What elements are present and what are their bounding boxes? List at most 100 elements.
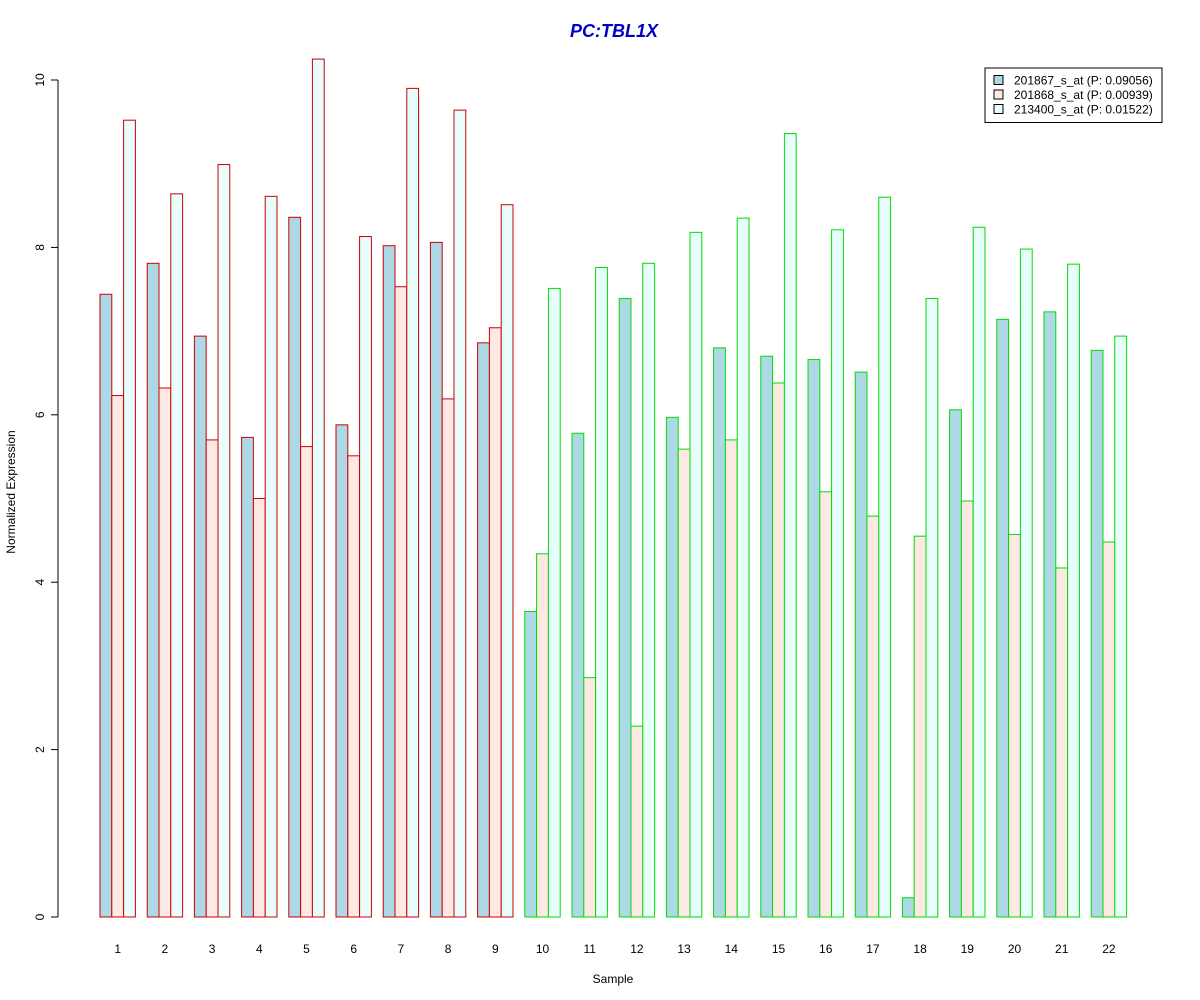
bar-sample-15-series-3 [783, 133, 797, 918]
bar-sample-6-series-2 [347, 455, 361, 918]
bar-sample-6-series-1 [335, 424, 349, 918]
bar-sample-20-series-3 [1019, 248, 1033, 918]
legend-swatch [993, 75, 1004, 85]
bar-sample-22-series-2 [1102, 541, 1116, 918]
bar-sample-8-series-2 [441, 398, 455, 918]
bar-sample-13-series-3 [689, 231, 703, 918]
bar-sample-4-series-1 [241, 436, 254, 918]
x-tick-label: 20 [1008, 942, 1022, 956]
bar-sample-2-series-1 [146, 262, 160, 918]
bar-sample-22-series-1 [1090, 349, 1104, 918]
bar-sample-6-series-3 [359, 236, 372, 918]
bar-sample-12-series-1 [618, 297, 632, 918]
bar-sample-19-series-2 [960, 500, 974, 918]
bar-sample-16-series-2 [819, 491, 833, 918]
bar-sample-7-series-1 [382, 245, 396, 918]
bar-sample-18-series-3 [925, 297, 939, 918]
bar-sample-8-series-3 [453, 109, 467, 918]
legend-swatch [993, 104, 1004, 114]
bar-sample-15-series-1 [760, 355, 774, 918]
x-tick-label: 16 [819, 942, 833, 956]
bar-sample-12-series-2 [630, 725, 644, 918]
bar-sample-11-series-2 [583, 677, 597, 918]
bar-sample-5-series-1 [288, 216, 302, 918]
x-tick-label: 2 [162, 942, 169, 956]
x-tick-label: 3 [209, 942, 216, 956]
y-tick-label: 2 [33, 746, 47, 753]
bar-sample-3-series-3 [217, 164, 231, 918]
bar-sample-1-series-3 [123, 119, 136, 918]
bar-sample-5-series-2 [300, 446, 313, 918]
bar-sample-4-series-2 [252, 498, 266, 918]
x-axis-tick-labels: 1 2 3 4 5 6 7 8 9 10 11 12 13 14 15 16 17 18 19 20 21 22 [114, 942, 1116, 956]
x-tick-label: 14 [725, 942, 739, 956]
legend-entry: 213400_s_at (P: 0.01522) [1014, 103, 1153, 117]
bars [99, 58, 1128, 918]
x-tick-label: 22 [1102, 942, 1116, 956]
bar-sample-5-series-3 [311, 58, 325, 918]
y-axis: 0 2 4 6 8 10 [33, 73, 59, 920]
y-axis-title: Normalized Expression [4, 430, 18, 553]
y-tick-label: 4 [33, 579, 47, 586]
bar-sample-7-series-3 [406, 87, 420, 918]
bar-sample-10-series-3 [547, 287, 561, 918]
bar-sample-16-series-3 [831, 229, 844, 918]
bar-sample-17-series-1 [854, 371, 868, 918]
bar-sample-11-series-3 [595, 266, 608, 918]
bar-sample-14-series-3 [736, 217, 750, 918]
legend: 201867_s_at (P: 0.09056)201868_s_at (P: … [984, 67, 1163, 123]
legend-entry: 201868_s_at (P: 0.00939) [1014, 88, 1153, 102]
chart-title: PC:TBL1X [570, 21, 659, 41]
x-tick-label: 6 [350, 942, 357, 956]
bar-sample-3-series-2 [205, 439, 219, 918]
y-tick-label: 6 [33, 411, 47, 418]
y-tick-label: 10 [33, 73, 47, 87]
bar-sample-8-series-1 [429, 241, 443, 918]
x-tick-label: 8 [445, 942, 452, 956]
bar-sample-18-series-1 [901, 897, 915, 918]
x-tick-label: 21 [1055, 942, 1069, 956]
x-tick-label: 11 [583, 942, 596, 956]
bar-sample-10-series-2 [536, 553, 549, 918]
bar-sample-19-series-1 [949, 409, 962, 918]
bar-sample-17-series-3 [878, 196, 892, 918]
x-tick-label: 5 [303, 942, 310, 956]
bar-sample-14-series-2 [724, 439, 738, 918]
bar-sample-22-series-3 [1114, 335, 1128, 918]
x-tick-label: 12 [630, 942, 644, 956]
bar-sample-9-series-2 [488, 327, 502, 918]
bar-sample-16-series-1 [807, 359, 821, 918]
bar-sample-21-series-2 [1055, 567, 1069, 918]
x-tick-label: 18 [913, 942, 927, 956]
bar-sample-3-series-1 [193, 335, 207, 918]
bar-sample-15-series-2 [772, 382, 785, 918]
bar-sample-2-series-2 [158, 387, 172, 918]
y-tick-label: 0 [33, 913, 47, 920]
x-tick-label: 9 [492, 942, 499, 956]
bar-sample-13-series-2 [677, 448, 691, 918]
x-tick-label: 7 [398, 942, 405, 956]
x-tick-label: 19 [961, 942, 975, 956]
bar-sample-18-series-2 [913, 535, 927, 918]
x-tick-label: 13 [677, 942, 691, 956]
bar-sample-20-series-1 [996, 318, 1010, 918]
bar-sample-19-series-3 [972, 226, 986, 918]
x-tick-label: 4 [256, 942, 263, 956]
bar-sample-1-series-1 [99, 293, 113, 918]
bar-sample-21-series-3 [1067, 263, 1080, 918]
bar-sample-7-series-2 [394, 286, 408, 918]
bar-sample-17-series-2 [866, 515, 880, 918]
legend-box [984, 67, 1163, 123]
bar-sample-4-series-3 [264, 195, 278, 918]
bar-sample-9-series-3 [500, 204, 514, 918]
y-tick-label: 8 [33, 244, 47, 251]
bar-sample-10-series-1 [524, 610, 538, 918]
x-tick-label: 15 [772, 942, 786, 956]
bar-sample-2-series-3 [170, 193, 184, 918]
bar-sample-20-series-2 [1008, 533, 1021, 918]
bar-sample-14-series-1 [713, 347, 726, 918]
bar-sample-11-series-1 [571, 432, 585, 918]
bar-sample-21-series-1 [1043, 311, 1057, 918]
bar-sample-13-series-1 [665, 416, 679, 918]
